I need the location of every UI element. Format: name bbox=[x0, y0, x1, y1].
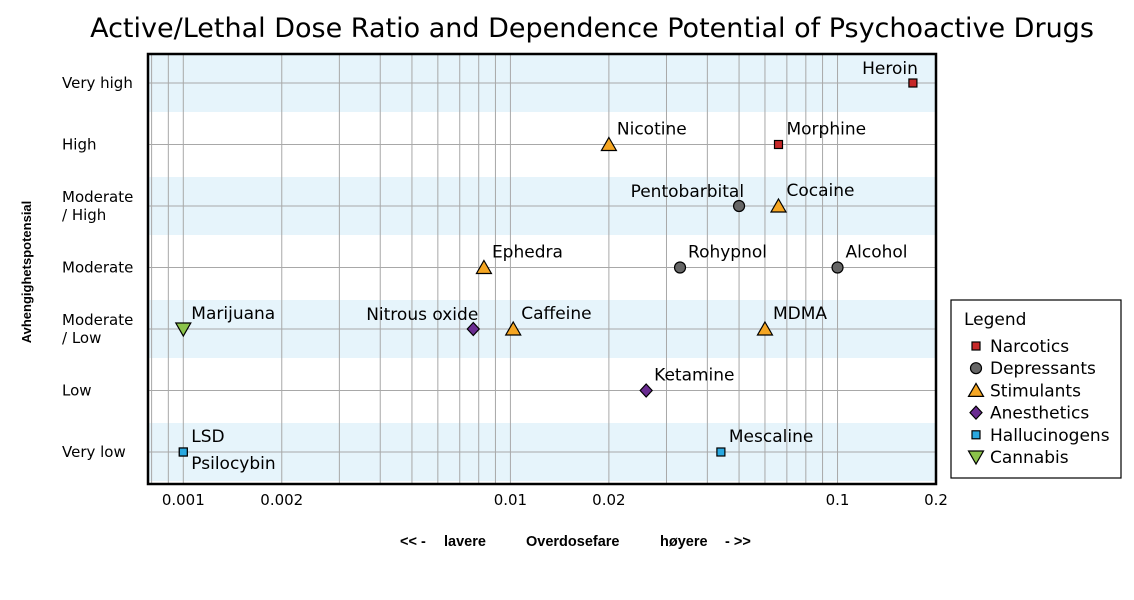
point-label-morphine: Morphine bbox=[786, 120, 866, 140]
legend-title: Legend bbox=[964, 310, 1026, 330]
point-label-psilocybin: Psilocybin bbox=[191, 454, 275, 474]
x-axis-label: << - lavere Overdosefare høyere - >> bbox=[400, 534, 751, 550]
point-label-mdma: MDMA bbox=[773, 304, 827, 324]
legend-marker-narcotics bbox=[971, 341, 981, 351]
x-axis-label-main: Overdosefare bbox=[526, 534, 620, 550]
y-tick-label-moderate-low: Moderate / Low bbox=[62, 311, 133, 347]
data-point-mescaline bbox=[716, 447, 726, 457]
x-axis-label-arrow-right: - >> bbox=[725, 534, 751, 550]
point-label-mescaline: Mescaline bbox=[729, 427, 813, 447]
data-point-mdma bbox=[756, 320, 774, 336]
point-label-pentobarbital: Pentobarbital bbox=[631, 182, 744, 202]
point-label-rohypnol: Rohypnol bbox=[688, 243, 767, 263]
legend-label-narcotics: Narcotics bbox=[990, 337, 1069, 357]
legend-marker-hallucinogens bbox=[971, 430, 981, 440]
data-point-pentobarbital bbox=[732, 199, 746, 213]
data-point-nitrous-oxide bbox=[466, 321, 481, 337]
legend-label-anesthetics: Anesthetics bbox=[990, 404, 1089, 424]
legend-marker-anesthetics bbox=[969, 405, 983, 420]
data-point-cocaine bbox=[769, 197, 788, 213]
y-tick-label-moderate: Moderate bbox=[62, 259, 133, 277]
point-label-heroin: Heroin bbox=[862, 59, 918, 79]
x-tick-label: 0.002 bbox=[260, 491, 303, 509]
y-tick-label-moderate-high: Moderate / High bbox=[62, 188, 133, 224]
legend-label-hallucinogens: Hallucinogens bbox=[990, 426, 1110, 446]
data-point-alcohol bbox=[831, 261, 844, 274]
chart-title: Active/Lethal Dose Ratio and Dependence … bbox=[90, 13, 1094, 44]
x-tick-label: 0.02 bbox=[592, 491, 625, 509]
y-tick-label-high: High bbox=[62, 136, 96, 154]
x-tick-label: 0.01 bbox=[494, 491, 527, 509]
point-labels: Heroin Morphine Pentobarbital Rohypnol Alcoh… bbox=[191, 59, 918, 474]
data-point-ephedra bbox=[475, 259, 493, 275]
y-tick-label-very-low: Very low bbox=[62, 443, 126, 461]
y-tick-label-very-high: Very high bbox=[62, 74, 133, 92]
point-label-caffeine: Caffeine bbox=[521, 304, 591, 324]
y-axis-label: Avhengighetspotensial bbox=[19, 201, 34, 344]
data-points bbox=[174, 78, 918, 457]
point-label-cocaine: Cocaine bbox=[786, 181, 854, 201]
point-label-lsd: LSD bbox=[191, 427, 224, 447]
x-tick-label: 0.001 bbox=[162, 491, 205, 509]
data-point-ketamine bbox=[639, 383, 653, 398]
legend-label-cannabis: Cannabis bbox=[990, 448, 1069, 468]
point-label-nitrous-oxide: Nitrous oxide bbox=[366, 305, 478, 325]
grid-lines bbox=[148, 54, 937, 484]
x-axis-label-lower: lavere bbox=[444, 534, 486, 550]
y-tick-label-low: Low bbox=[62, 382, 92, 400]
x-axis-label-higher: høyere bbox=[660, 534, 708, 550]
point-label-marijuana: Marijuana bbox=[191, 304, 275, 324]
point-label-alcohol: Alcohol bbox=[846, 243, 908, 263]
legend-marker-stimulants bbox=[967, 382, 985, 397]
x-axis-label-arrow-left: << - bbox=[400, 534, 426, 550]
data-point-rohypnol bbox=[673, 261, 687, 274]
data-point-marijuana bbox=[174, 322, 192, 338]
legend-label-depressants: Depressants bbox=[990, 359, 1096, 379]
data-point-caffeine bbox=[504, 320, 522, 336]
legend-marker-depressants bbox=[969, 362, 983, 375]
x-tick-labels: 0.001 0.002 0.01 0.02 0.1 0.2 bbox=[162, 491, 948, 509]
point-label-ephedra: Ephedra bbox=[492, 243, 563, 263]
x-tick-label: 0.2 bbox=[924, 491, 948, 509]
plot-frame bbox=[146, 52, 938, 486]
data-point-heroin bbox=[908, 78, 918, 88]
x-tick-label: 0.1 bbox=[826, 491, 850, 509]
data-point-nicotine bbox=[600, 136, 618, 152]
data-point-morphine bbox=[773, 139, 784, 150]
legend-marker-cannabis bbox=[967, 450, 985, 466]
legend-label-stimulants: Stimulants bbox=[990, 381, 1081, 401]
point-label-nicotine: Nicotine bbox=[617, 120, 687, 140]
y-tick-labels: Very low Low Moderate / Low Moderate Moderate… bbox=[62, 74, 133, 461]
data-point-psilocybin bbox=[178, 447, 188, 457]
point-label-ketamine: Ketamine bbox=[654, 366, 734, 386]
